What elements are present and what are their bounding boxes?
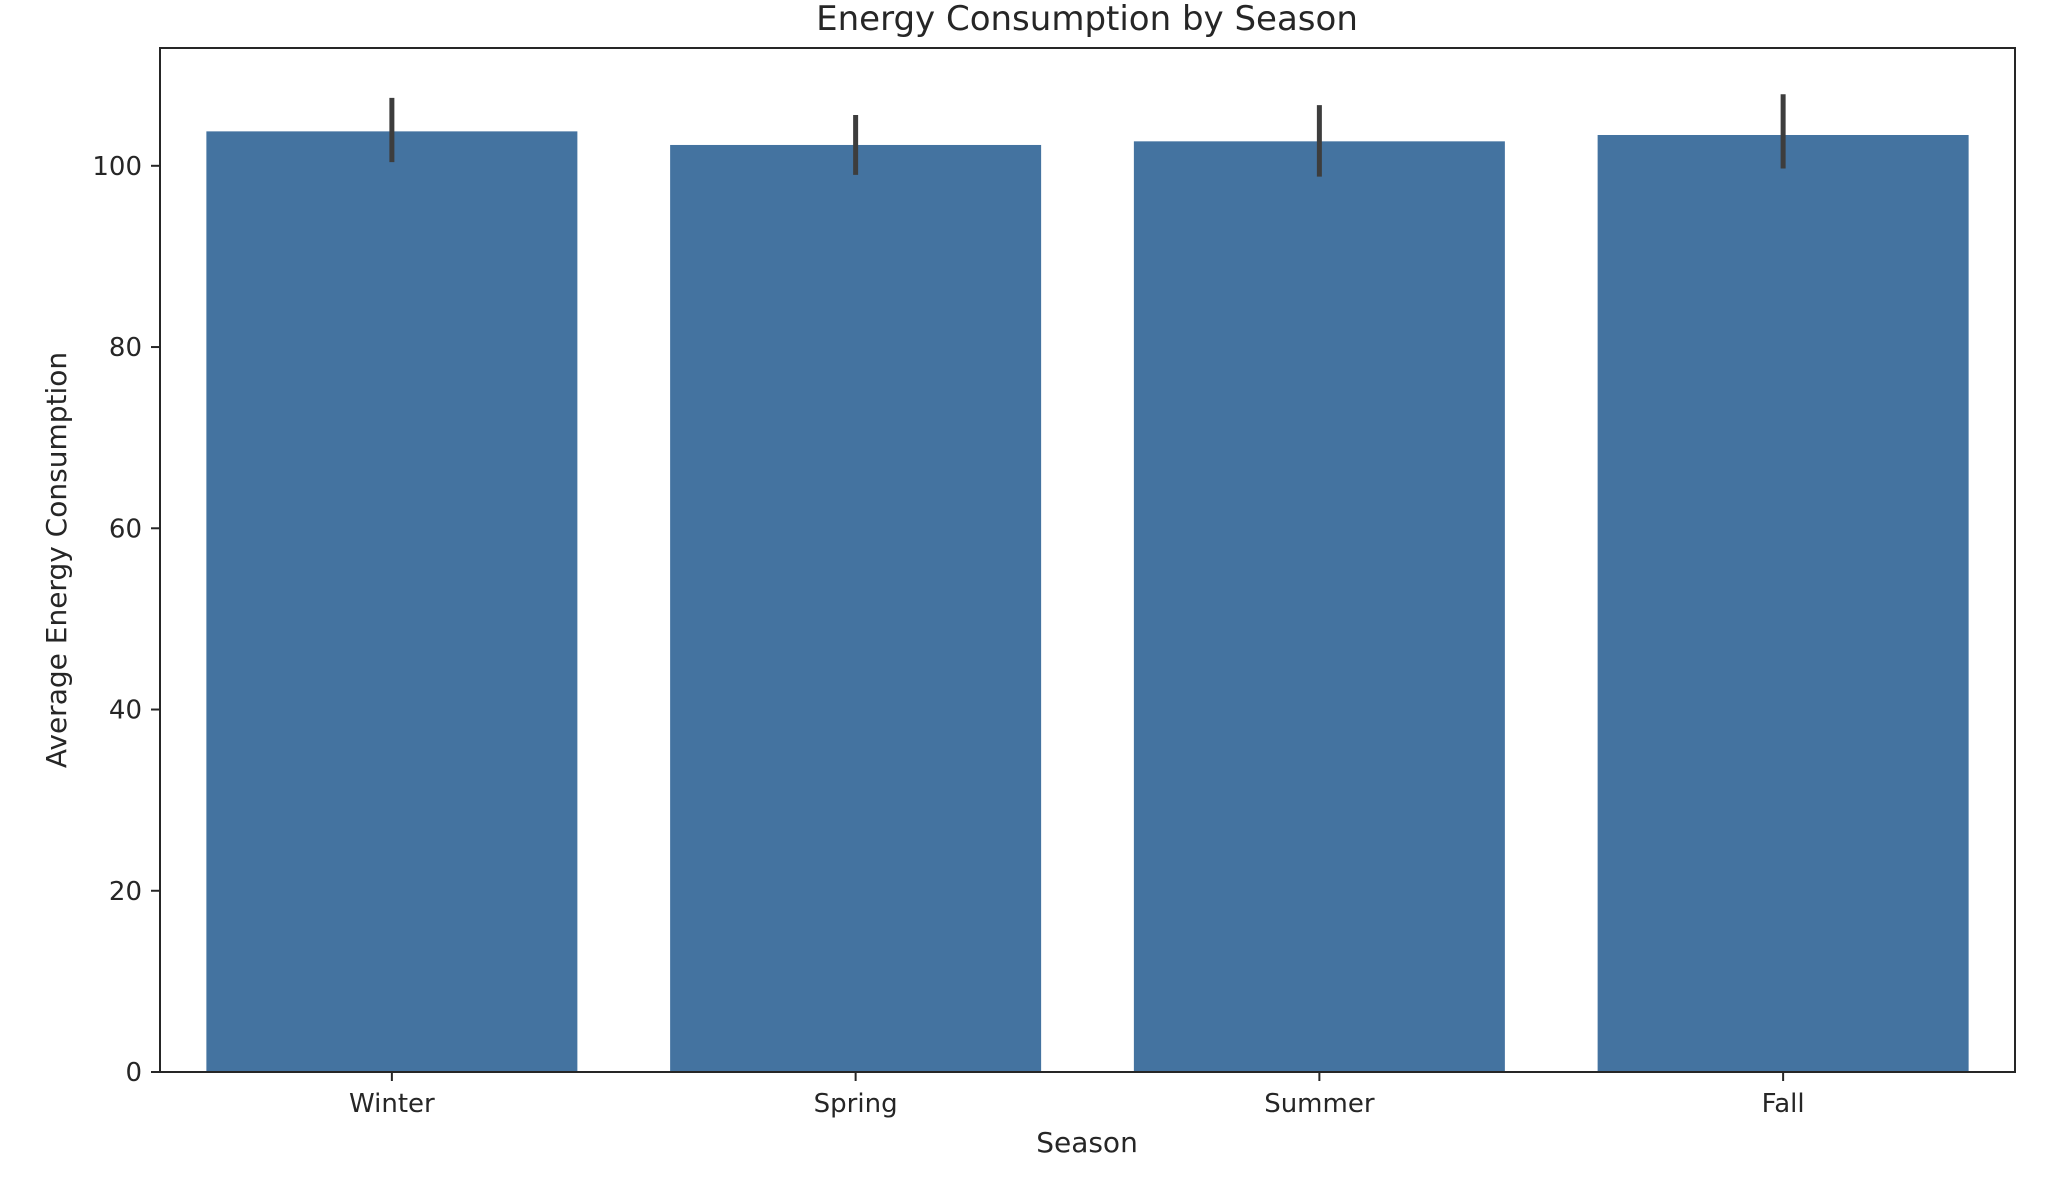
- y-tick-label: 80: [109, 333, 142, 363]
- y-tick-label: 60: [109, 514, 142, 544]
- x-tick-label: Spring: [814, 1089, 898, 1119]
- x-tick-label: Winter: [349, 1089, 435, 1119]
- y-tick-label: 0: [125, 1058, 142, 1088]
- bar-summer: [1133, 141, 1505, 1072]
- y-axis-ticks: 0 20 40 60 80 100: [92, 152, 160, 1088]
- x-tick-label: Summer: [1264, 1089, 1375, 1119]
- bar-fall: [1597, 134, 1969, 1072]
- error-bars-layer: [389, 94, 1786, 177]
- chart-title: Energy Consumption by Season: [816, 0, 1358, 39]
- y-tick-label: 40: [109, 696, 142, 726]
- plot-frame: [159, 47, 2016, 1073]
- y-tick-label: 100: [92, 152, 142, 182]
- x-tick-label: Fall: [1762, 1089, 1805, 1119]
- y-axis-label: Average Energy Consumption: [40, 352, 73, 768]
- y-tick-label: 20: [109, 877, 142, 907]
- x-axis-label: Season: [1036, 1126, 1138, 1159]
- x-axis-ticks: Winter Spring Summer Fall: [349, 1072, 1805, 1119]
- bars-layer: [206, 131, 1969, 1072]
- bar-spring: [670, 144, 1042, 1072]
- bar-winter: [206, 131, 578, 1072]
